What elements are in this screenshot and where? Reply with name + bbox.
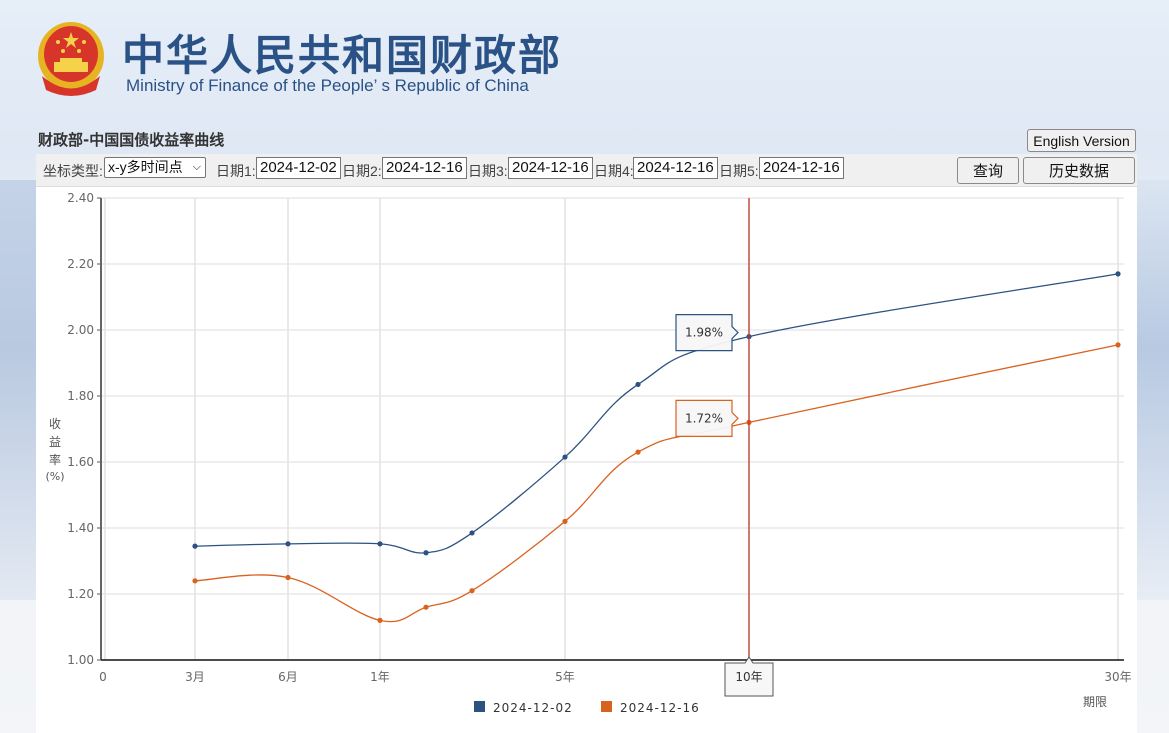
data-point[interactable] [192, 543, 198, 549]
data-point[interactable] [1115, 271, 1121, 277]
date2-label: 日期2: [342, 163, 382, 179]
date5-input[interactable]: 2024-12-16 [759, 157, 844, 179]
ministry-title-en: Ministry of Finance of the People’ s Rep… [126, 76, 529, 95]
query-toolbar: 坐标类型: x-y多时间点 ⌵ 日期1: 2024-12-02 日期2: 202… [36, 154, 1137, 187]
data-point[interactable] [285, 574, 291, 581]
x-axis-title: 期限 [1083, 695, 1107, 709]
y-axis-label-2: 益 [49, 435, 61, 449]
y-tick-label: 1.60 [67, 455, 94, 469]
date1-input[interactable]: 2024-12-02 [256, 157, 341, 179]
date1-label: 日期1: [216, 163, 256, 179]
y-tick-label: 2.20 [67, 257, 94, 271]
data-point[interactable] [423, 550, 429, 556]
chart-gridlines [101, 197, 1124, 660]
x-tick-label: 3月 [185, 670, 205, 684]
query-button[interactable]: 查询 [957, 157, 1019, 184]
legend-label[interactable]: 2024-12-16 [620, 701, 700, 715]
data-point[interactable] [635, 381, 641, 388]
axis-type-select[interactable]: x-y多时间点 ⌵ [104, 157, 206, 178]
ministry-title-cn: 中华人民共和国财政部 [122, 31, 563, 80]
y-tick-label: 1.00 [67, 653, 94, 667]
data-point[interactable] [377, 541, 383, 547]
date2-input[interactable]: 2024-12-16 [382, 157, 467, 179]
tooltip-value: 1.98% [685, 326, 723, 340]
y-tick-label: 1.40 [67, 521, 94, 535]
x-tick-label: 1年 [370, 670, 390, 684]
data-point[interactable] [562, 518, 568, 525]
y-axis-label-3: 率 [49, 452, 61, 467]
national-emblem-icon [38, 22, 104, 96]
data-point[interactable] [469, 588, 475, 594]
data-point[interactable] [1115, 342, 1121, 348]
data-point[interactable] [562, 454, 568, 460]
page-title: 财政部-中国国债收益率曲线 [38, 131, 225, 149]
date4-input[interactable]: 2024-12-16 [633, 157, 718, 179]
legend-swatch[interactable] [474, 701, 485, 712]
y-tick-label: 2.00 [67, 323, 94, 337]
series-line [194, 273, 1119, 554]
data-point[interactable] [635, 449, 641, 455]
x-tick-label: 6月 [278, 670, 298, 684]
series-line [194, 344, 1119, 623]
chevron-down-icon: ⌵ [192, 161, 201, 173]
site-header: 中华人民共和国财政部 Ministry of Finance of the Pe… [0, 0, 1169, 120]
x-tick-label: 5年 [555, 670, 575, 684]
axis-type-label: 坐标类型: [43, 163, 103, 179]
y-tick-label: 1.80 [67, 389, 94, 403]
crosshair: 10年 1.98% 1.72% [675, 198, 774, 697]
date3-label: 日期3: [468, 163, 508, 179]
y-axis-label-1: 收 [49, 417, 61, 431]
date4-label: 日期4: [594, 163, 634, 179]
y-tick-label: 1.20 [67, 587, 94, 601]
x-tick-label: 30年 [1104, 670, 1131, 684]
data-point[interactable] [285, 541, 291, 547]
y-axis-label-unit: (%) [45, 470, 64, 483]
yield-curve-chart[interactable] [36, 187, 1137, 733]
chart-series [192, 271, 1121, 624]
english-version-button[interactable]: English Version [1027, 129, 1136, 152]
date5-label: 日期5: [719, 163, 759, 179]
tooltip-value: 1.72% [685, 411, 723, 425]
data-point[interactable] [469, 530, 475, 536]
history-data-button[interactable]: 历史数据 [1023, 157, 1135, 184]
date3-input[interactable]: 2024-12-16 [508, 157, 593, 179]
data-point[interactable] [423, 604, 429, 610]
legend-label[interactable]: 2024-12-02 [493, 701, 573, 715]
background-decoration [0, 180, 40, 600]
tooltip-box [675, 314, 739, 352]
axis-type-value: x-y多时间点 [108, 159, 183, 175]
y-axis: 1.00 1.20 1.40 1.60 1.80 2.00 2.20 2.40 [67, 191, 102, 667]
x-axis: 0 3月 6月 1年 5年 30年 [99, 659, 1132, 684]
tooltip-box [675, 399, 739, 437]
x-tick-label: 0 [99, 670, 107, 684]
y-tick-label: 2.40 [67, 191, 94, 205]
legend-swatch[interactable] [601, 701, 612, 712]
data-point[interactable] [192, 578, 198, 584]
crosshair-x-label: 10年 [735, 670, 762, 684]
chart-legend[interactable]: 2024-12-02 2024-12-16 [474, 701, 700, 715]
data-point[interactable] [377, 617, 383, 624]
